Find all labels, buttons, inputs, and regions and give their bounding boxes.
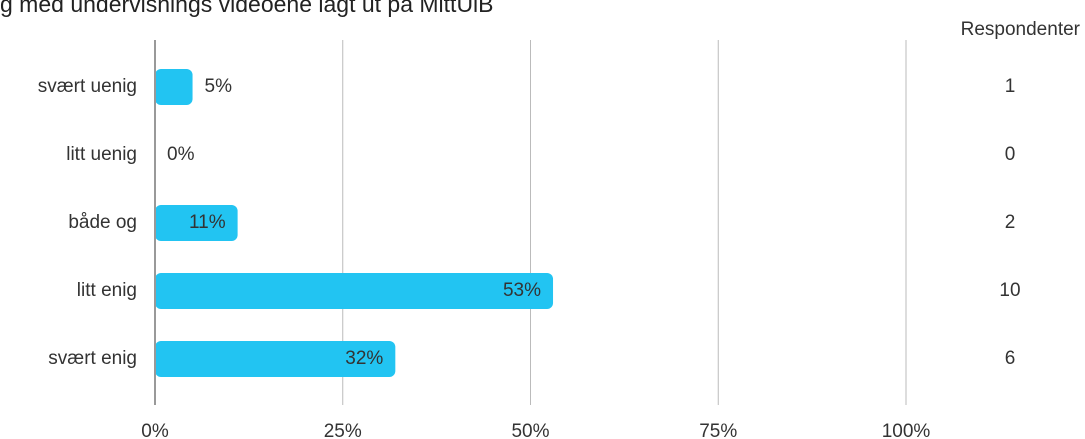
value-label: 5%: [205, 76, 233, 97]
bar: [155, 273, 554, 309]
x-tick-label: 25%: [324, 421, 362, 439]
respondents-value: 1: [1005, 76, 1016, 97]
x-tick-label: 100%: [882, 421, 931, 439]
respondents-value: 10: [999, 280, 1020, 301]
y-tick-label: både og: [68, 212, 137, 233]
y-tick-label: litt enig: [77, 280, 137, 301]
value-label: 53%: [503, 280, 541, 301]
respondents-value: 6: [1005, 348, 1016, 369]
value-label: 0%: [167, 144, 195, 165]
value-label: 32%: [345, 348, 383, 369]
value-label: 11%: [189, 212, 226, 233]
bar: [155, 69, 193, 105]
x-tick-label: 0%: [141, 421, 169, 439]
y-tick-label: litt uenig: [66, 144, 137, 165]
x-tick-label: 75%: [699, 421, 737, 439]
y-tick-label: svært enig: [48, 348, 137, 369]
bar: [155, 341, 396, 377]
x-tick-label: 50%: [511, 421, 549, 439]
chart-title: g med undervisnings videoene lagt ut på …: [0, 0, 494, 17]
respondents-value: 0: [1005, 144, 1016, 165]
respondents-header: Respondenter: [961, 19, 1081, 40]
y-tick-label: svært uenig: [38, 76, 137, 97]
bar: [155, 205, 238, 241]
respondents-value: 2: [1005, 212, 1016, 233]
